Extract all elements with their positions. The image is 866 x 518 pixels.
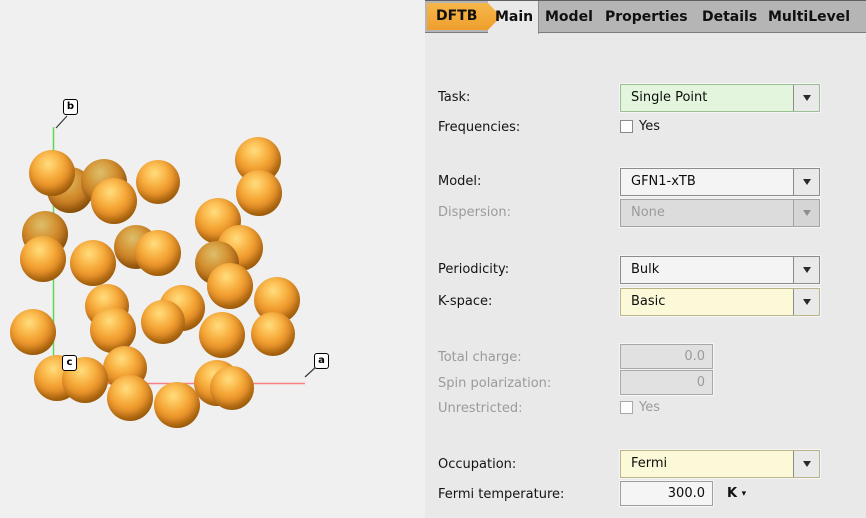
fermi-temperature-input[interactable] [620,481,713,506]
tab-model[interactable]: Model [545,9,593,25]
chevron-down-icon [802,299,811,305]
dispersion-dropdown: None [620,199,820,227]
frequencies-label: Frequencies: [438,120,521,135]
tab-details[interactable]: Details [702,9,758,25]
task-label: Task: [438,90,471,105]
unrestricted-checkbox [620,401,633,414]
unrestricted-checkbox-label: Yes [639,400,660,415]
dftb-settings-panel: DFTB Main Model Properties Details Multi… [425,0,866,518]
model-label: Model: [438,174,482,189]
atom-sphere[interactable] [136,160,180,204]
atom-sphere[interactable] [91,178,137,224]
atom-sphere[interactable] [29,150,75,196]
kspace-value: Basic [631,294,666,309]
atom-sphere[interactable] [154,382,200,428]
atom-sphere[interactable] [107,375,153,421]
chevron-down-icon [802,461,811,467]
atom-sphere[interactable] [70,240,116,286]
task-dropdown[interactable]: Single Point [620,84,820,112]
chevron-down-icon: ▾ [741,489,747,499]
fermi-temperature-unit-dropdown[interactable]: K ▾ [727,486,746,501]
frequencies-checkbox-row: Yes [620,119,660,134]
kspace-label: K-space: [438,294,493,309]
periodicity-dropdown[interactable]: Bulk [620,256,820,284]
atom-sphere[interactable] [135,230,181,276]
atom-sphere[interactable] [20,236,66,282]
dftb-badge[interactable]: DFTB [427,3,501,30]
dispersion-label: Dispersion: [438,205,511,220]
atom-sphere[interactable] [251,312,295,356]
atom-sphere[interactable] [90,307,136,353]
chevron-down-icon [802,210,811,216]
occupation-value: Fermi [631,456,668,471]
dispersion-dropdown-button [793,200,819,226]
chevron-down-icon [802,267,811,273]
atom-sphere[interactable] [10,309,56,355]
total-charge-label: Total charge: [438,350,522,365]
atom-sphere[interactable] [210,366,254,410]
occupation-dropdown[interactable]: Fermi [620,450,820,478]
tab-main[interactable]: Main [495,9,534,25]
frequencies-checkbox[interactable] [620,120,633,133]
atom-sphere[interactable] [199,312,245,358]
chevron-down-icon [802,95,811,101]
axis-label-b: b [63,99,78,115]
fermi-temperature-label: Fermi temperature: [438,487,565,502]
tab-properties[interactable]: Properties [605,9,688,25]
tab-bar: DFTB Main Model Properties Details Multi… [425,0,866,34]
occupation-dropdown-button[interactable] [793,451,819,477]
unrestricted-checkbox-row: Yes [620,400,660,415]
occupation-label: Occupation: [438,457,517,472]
dispersion-value: None [631,205,665,220]
frequencies-checkbox-label: Yes [639,119,660,134]
task-value: Single Point [631,90,708,105]
model-dropdown-button[interactable] [793,169,819,195]
molecule-canvas[interactable]: b c a [0,0,425,518]
atom-sphere[interactable] [207,263,253,309]
unrestricted-label: Unrestricted: [438,401,523,416]
unit-value: K [727,486,738,501]
axis-label-c: c [62,355,77,371]
periodicity-value: Bulk [631,262,660,277]
task-dropdown-button[interactable] [793,85,819,111]
atom-sphere[interactable] [236,170,282,216]
chevron-down-icon [802,179,811,185]
tab-multilevel[interactable]: MultiLevel [768,9,851,25]
kspace-dropdown-button[interactable] [793,289,819,315]
model-dropdown[interactable]: GFN1-xTB [620,168,820,196]
periodicity-dropdown-button[interactable] [793,257,819,283]
kspace-dropdown[interactable]: Basic [620,288,820,316]
axis-label-a: a [314,353,329,369]
spin-polarization-label: Spin polarization: [438,376,552,391]
atom-sphere[interactable] [141,300,185,344]
model-value: GFN1-xTB [631,174,696,189]
spin-polarization-input [620,370,713,395]
periodicity-label: Periodicity: [438,262,510,277]
total-charge-input [620,344,713,369]
